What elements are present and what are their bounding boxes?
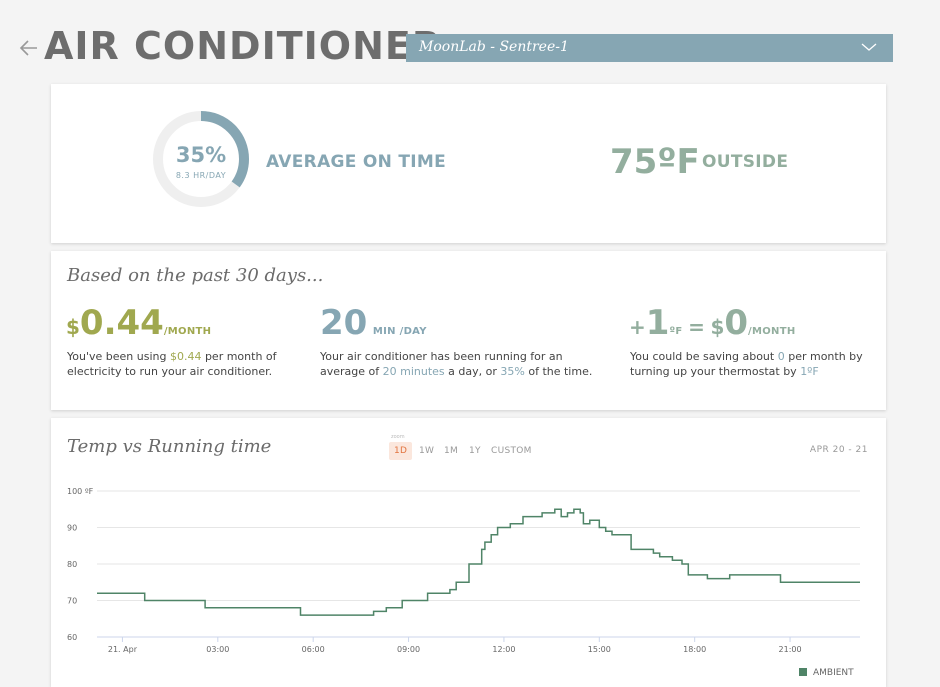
range-1m-button[interactable]: 1M [444, 446, 459, 456]
average-on-time-label: AVERAGE ON TIME [266, 152, 447, 172]
legend-swatch [799, 668, 807, 676]
cost-desc-text-end: per month of electricity to run your air… [67, 350, 277, 378]
x-tick-label: 21:00 [779, 645, 802, 654]
y-tick-label: 100 ºF [67, 487, 94, 496]
saving-desc-amount: 0 [777, 350, 785, 363]
outside-temp-value: 75ºF [610, 142, 700, 182]
x-tick-label: 03:00 [206, 645, 229, 654]
saving-desc-degree: 1ºF [800, 365, 819, 378]
range-1d-button[interactable]: 1D [389, 442, 413, 460]
temp-running-chart: 60 70 80 90 100 ºF 21. Apr 03:00 06:00 09:00 12:0… [67, 487, 860, 654]
runtime-desc-text-mid: a day, or [444, 365, 501, 378]
runtime-stat: 20 MIN /DAY [320, 303, 427, 343]
header: AIR CONDITIONER MoonLab - Sentree-1 [0, 0, 940, 84]
y-tick-label: 70 [67, 597, 77, 606]
x-tick-label: 15:00 [588, 645, 611, 654]
legend-item-ambient[interactable]: AMBIENT [799, 668, 854, 678]
device-select[interactable]: MoonLab - Sentree-1 [406, 34, 893, 62]
saving-degree-unit: ºF [669, 326, 683, 337]
runtime-desc-text: Your air conditioner has been running fo… [320, 350, 563, 378]
page-title: AIR CONDITIONER [44, 24, 443, 68]
saving-value: 0 [724, 303, 749, 343]
range-custom-button[interactable]: CUSTOM [491, 446, 532, 456]
cost-currency: $ [66, 315, 80, 339]
cost-description: You've been using $0.44 per month of ele… [67, 349, 282, 379]
saving-unit: /MONTH [748, 326, 796, 337]
y-tick-label: 80 [67, 560, 77, 569]
y-tick-label: 60 [67, 633, 77, 642]
on-time-hours: 8.3 HR/DAY [175, 171, 227, 180]
date-range-label: APR 20 - 21 [809, 445, 868, 455]
saving-stat: +1ºF = $0/MONTH [629, 303, 796, 343]
chart-title: Temp vs Running time [67, 436, 272, 457]
stats-card: Based on the past 30 days... $0.44/MONTH… [51, 251, 886, 410]
saving-currency: $ [710, 315, 725, 339]
x-tick-label: 21. Apr [108, 645, 138, 654]
chevron-down-icon [861, 43, 877, 51]
legend-label: AMBIENT [813, 668, 854, 678]
stats-title: Based on the past 30 days... [67, 265, 324, 286]
cost-desc-text: You've been using [67, 350, 170, 363]
cost-desc-highlight: $0.44 [169, 350, 202, 363]
runtime-description: Your air conditioner has been running fo… [320, 349, 605, 379]
summary-card: 35% 8.3 HR/DAY AVERAGE ON TIME 75ºF OUTS… [51, 84, 886, 243]
x-tick-label: 18:00 [683, 645, 706, 654]
saving-description: You could be saving about 0 per month by… [630, 349, 870, 379]
zoom-label: zoom [391, 434, 405, 440]
cost-unit: /MONTH [163, 326, 212, 337]
runtime-unit: MIN /DAY [372, 326, 427, 337]
x-tick-label: 12:00 [492, 645, 515, 654]
saving-desc-text: You could be saving about [630, 350, 778, 363]
on-time-percent: 35% [175, 143, 227, 167]
saving-desc-text-mid: per month by turning up your thermostat … [630, 350, 863, 378]
range-1w-button[interactable]: 1W [419, 446, 435, 456]
runtime-value: 20 [320, 303, 368, 343]
cost-value: 0.44 [79, 303, 164, 343]
on-time-donut [153, 111, 249, 207]
runtime-desc-text-end: of the time. [524, 365, 593, 378]
outside-label: OUTSIDE [702, 152, 789, 172]
device-select-value: MoonLab - Sentree-1 [419, 39, 569, 55]
saving-equals: = [688, 315, 705, 339]
range-1y-button[interactable]: 1Y [469, 446, 481, 456]
runtime-desc-percent: 35% [500, 365, 525, 378]
x-tick-label: 06:00 [302, 645, 325, 654]
runtime-desc-minutes: 20 minutes [382, 365, 445, 378]
cost-stat: $0.44/MONTH [66, 303, 211, 343]
arrow-left-icon[interactable] [17, 36, 41, 60]
saving-plus: + [629, 315, 646, 339]
series-line-ambient [97, 508, 860, 616]
y-tick-label: 90 [67, 524, 77, 533]
saving-degree: 1 [645, 303, 670, 343]
chart-card: 60 70 80 90 100 ºF 21. Apr 03:00 06:00 09:00 12:0… [51, 418, 886, 687]
x-tick-label: 09:00 [397, 645, 420, 654]
